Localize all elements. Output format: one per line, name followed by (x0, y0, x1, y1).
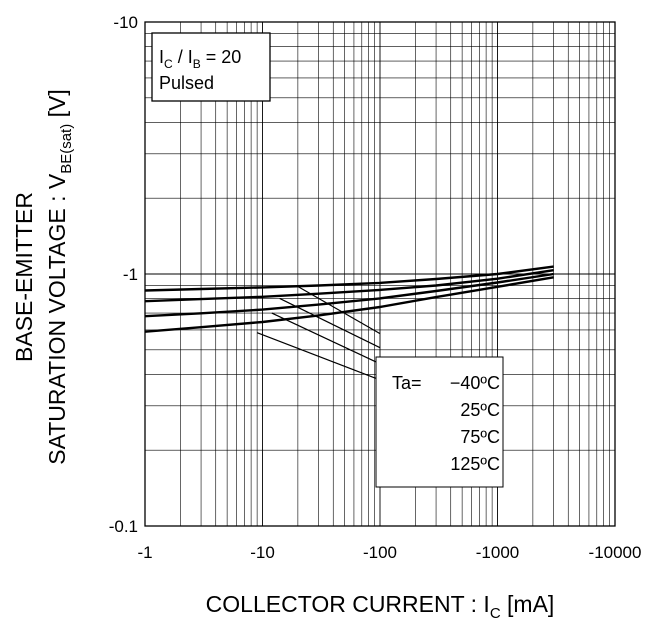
series-group (144, 265, 554, 333)
legend: Ta= −40ºC 25ºC 75ºC 125ºC (375, 356, 504, 488)
series-line (144, 265, 554, 292)
legend-leader-line (279, 297, 381, 349)
legend-label: 125ºC (450, 454, 500, 474)
series-line (144, 276, 554, 333)
plot-frame (144, 21, 616, 527)
condition-pulsed: Pulsed (159, 73, 214, 93)
y-axis-title-line2: SATURATION VOLTAGE : VBE(sat) [V] (44, 89, 75, 464)
condition-ratio: IC / IB = 20 (159, 47, 241, 71)
series-line (144, 272, 554, 318)
y-tick-label: -0.1 (109, 517, 138, 536)
legend-leader-lines (256, 285, 381, 381)
x-tick-label: -1 (137, 543, 152, 562)
y-tick-labels: -0.1 -1 -10 (109, 13, 138, 536)
y-tick-label: -1 (123, 265, 138, 284)
x-tick-label: -10 (250, 543, 275, 562)
legend-label: 25ºC (460, 400, 500, 420)
x-tick-label: -100 (363, 543, 397, 562)
y-axis-title-line1: BASE-EMITTER (11, 192, 37, 362)
series-line (144, 269, 554, 303)
x-tick-labels: -1 -10 -100 -1000 -10000 (137, 543, 641, 562)
legend-leader-line (256, 332, 381, 381)
legend-label: 75ºC (460, 427, 500, 447)
y-tick-label: -10 (113, 13, 138, 32)
legend-label: −40ºC (450, 373, 500, 393)
legend-leader-line (271, 312, 381, 365)
legend-header: Ta= (392, 373, 422, 393)
condition-box: IC / IB = 20 Pulsed (151, 32, 271, 102)
x-tick-label: -10000 (589, 543, 642, 562)
x-axis-title: COLLECTOR CURRENT : IC [mA] (206, 591, 555, 619)
x-tick-label: -1000 (476, 543, 519, 562)
legend-leader-line (297, 285, 381, 335)
